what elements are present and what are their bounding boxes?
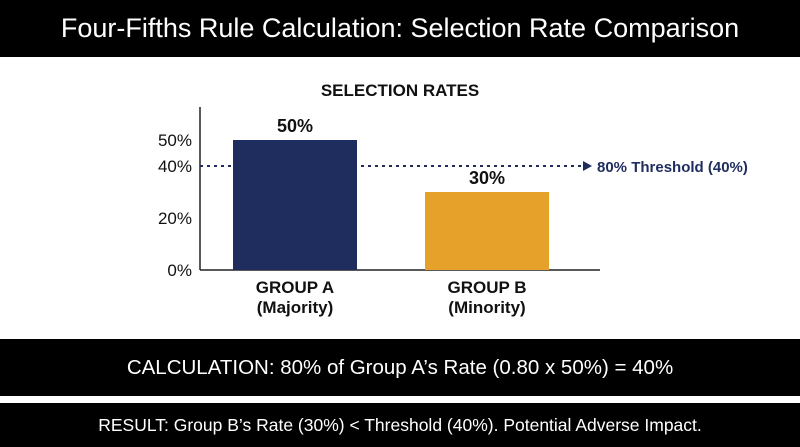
- bar-group-a: [233, 140, 357, 270]
- chart-title: SELECTION RATES: [321, 81, 479, 100]
- y-axis-labels: 0% 20% 40% 50%: [158, 131, 192, 280]
- page-title: Four-Fifths Rule Calculation: Selection …: [60, 13, 740, 43]
- category-sublabel: (Minority): [448, 298, 525, 317]
- category-label: GROUP A: [256, 278, 334, 297]
- bars: 50% GROUP A(Majority) 30% GROUP B(Minority): [233, 116, 549, 317]
- selection-rate-chart: SELECTION RATES 0%20%40%50% 50%GROUP A(M…: [158, 81, 748, 317]
- result-band: RESULT: Group B’s Rate (30%) < Threshold…: [0, 403, 800, 447]
- bar-value-label: 30%: [469, 168, 505, 188]
- calculation-text: CALCULATION: 80% of Group A’s Rate (0.80…: [126, 355, 674, 379]
- category-sublabel: (Majority): [257, 298, 334, 317]
- bar-value-label: 50%: [277, 116, 313, 136]
- y-tick-label: 40%: [158, 157, 192, 176]
- result-text: RESULT: Group B’s Rate (30%) < Threshold…: [98, 414, 702, 435]
- y-tick-label: 0%: [167, 261, 192, 280]
- y-tick-label: 20%: [158, 209, 192, 228]
- calculation-band: CALCULATION: 80% of Group A’s Rate (0.80…: [0, 339, 800, 396]
- threshold-label: 80% Threshold (40%): [597, 159, 748, 176]
- threshold-arrow-icon: [583, 161, 592, 171]
- category-label: GROUP B: [447, 278, 526, 297]
- title-band: Four-Fifths Rule Calculation: Selection …: [0, 0, 800, 57]
- y-tick-label: 50%: [158, 131, 192, 150]
- threshold-group: 80% Threshold (40%): [200, 159, 748, 176]
- bar-group-b: [425, 192, 549, 270]
